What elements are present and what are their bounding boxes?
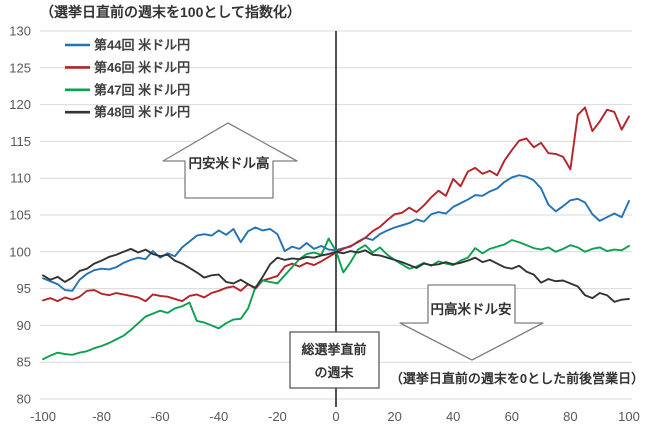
y-tick-label-120: 120 xyxy=(9,97,31,112)
callout-line1: 総選挙直前 xyxy=(301,342,366,357)
y-tick-label-105: 105 xyxy=(9,208,31,223)
series-lines xyxy=(42,106,630,361)
callout-box xyxy=(289,331,380,389)
election-weekend-callout: 総選挙直前 の週末 xyxy=(289,331,380,389)
x-tick-label-40: 40 xyxy=(446,409,460,424)
legend-label-1: 第44回 米ドル円 xyxy=(94,38,190,53)
x-axis-note: （選挙日直前の週末を0とした前後営業日） xyxy=(390,371,644,386)
y-tick-label-80: 80 xyxy=(17,392,31,407)
legend-label-2: 第46回 米ドル円 xyxy=(94,60,190,75)
legend-label-3: 第47回 米ドル円 xyxy=(94,82,190,97)
y-tick-label-90: 90 xyxy=(17,318,31,333)
series-line-4 xyxy=(42,247,630,303)
yen-weak-dollar-strong-annotation: 円安米ドル高 xyxy=(162,122,298,199)
y-tick-label-130: 130 xyxy=(9,24,31,39)
x-tick-label-20: 20 xyxy=(387,409,401,424)
y-tick-label-85: 85 xyxy=(17,355,31,370)
x-tick-label-100: 100 xyxy=(618,409,640,424)
down-arrow-icon xyxy=(399,284,544,361)
chart-title: （選挙日直前の週末を100として指数化） xyxy=(40,4,301,20)
up-arrow-icon xyxy=(162,122,298,199)
x-tick-label-80: 80 xyxy=(563,409,577,424)
x-tick-label--80: -80 xyxy=(92,409,111,424)
x-tick-label-60: 60 xyxy=(505,409,519,424)
yen-strong-dollar-weak-annotation: 円高米ドル安 xyxy=(399,284,544,361)
up-arrow-label: 円安米ドル高 xyxy=(189,155,270,171)
callout-line2: の週末 xyxy=(314,365,354,380)
down-arrow-label: 円高米ドル安 xyxy=(431,301,512,317)
y-tick-label-115: 115 xyxy=(10,134,31,149)
y-axis-tick-labels: 80 85 90 95 100 105 110 115 120 125 130 xyxy=(9,24,31,407)
y-tick-label-125: 125 xyxy=(9,60,31,75)
y-tick-label-95: 95 xyxy=(17,281,31,296)
x-tick-label--60: -60 xyxy=(151,409,170,424)
x-tick-label--20: -20 xyxy=(268,409,287,424)
legend-label-4: 第48回 米ドル円 xyxy=(94,105,190,120)
x-axis-tick-labels: -100 -80 -60 -40 -20 0 20 40 60 80 100 xyxy=(30,409,640,424)
y-tick-label-100: 100 xyxy=(9,244,31,259)
x-tick-label--100: -100 xyxy=(30,409,56,424)
x-tick-label--40: -40 xyxy=(209,409,228,424)
y-tick-label-110: 110 xyxy=(10,171,31,186)
x-tick-label-0: 0 xyxy=(332,409,339,424)
